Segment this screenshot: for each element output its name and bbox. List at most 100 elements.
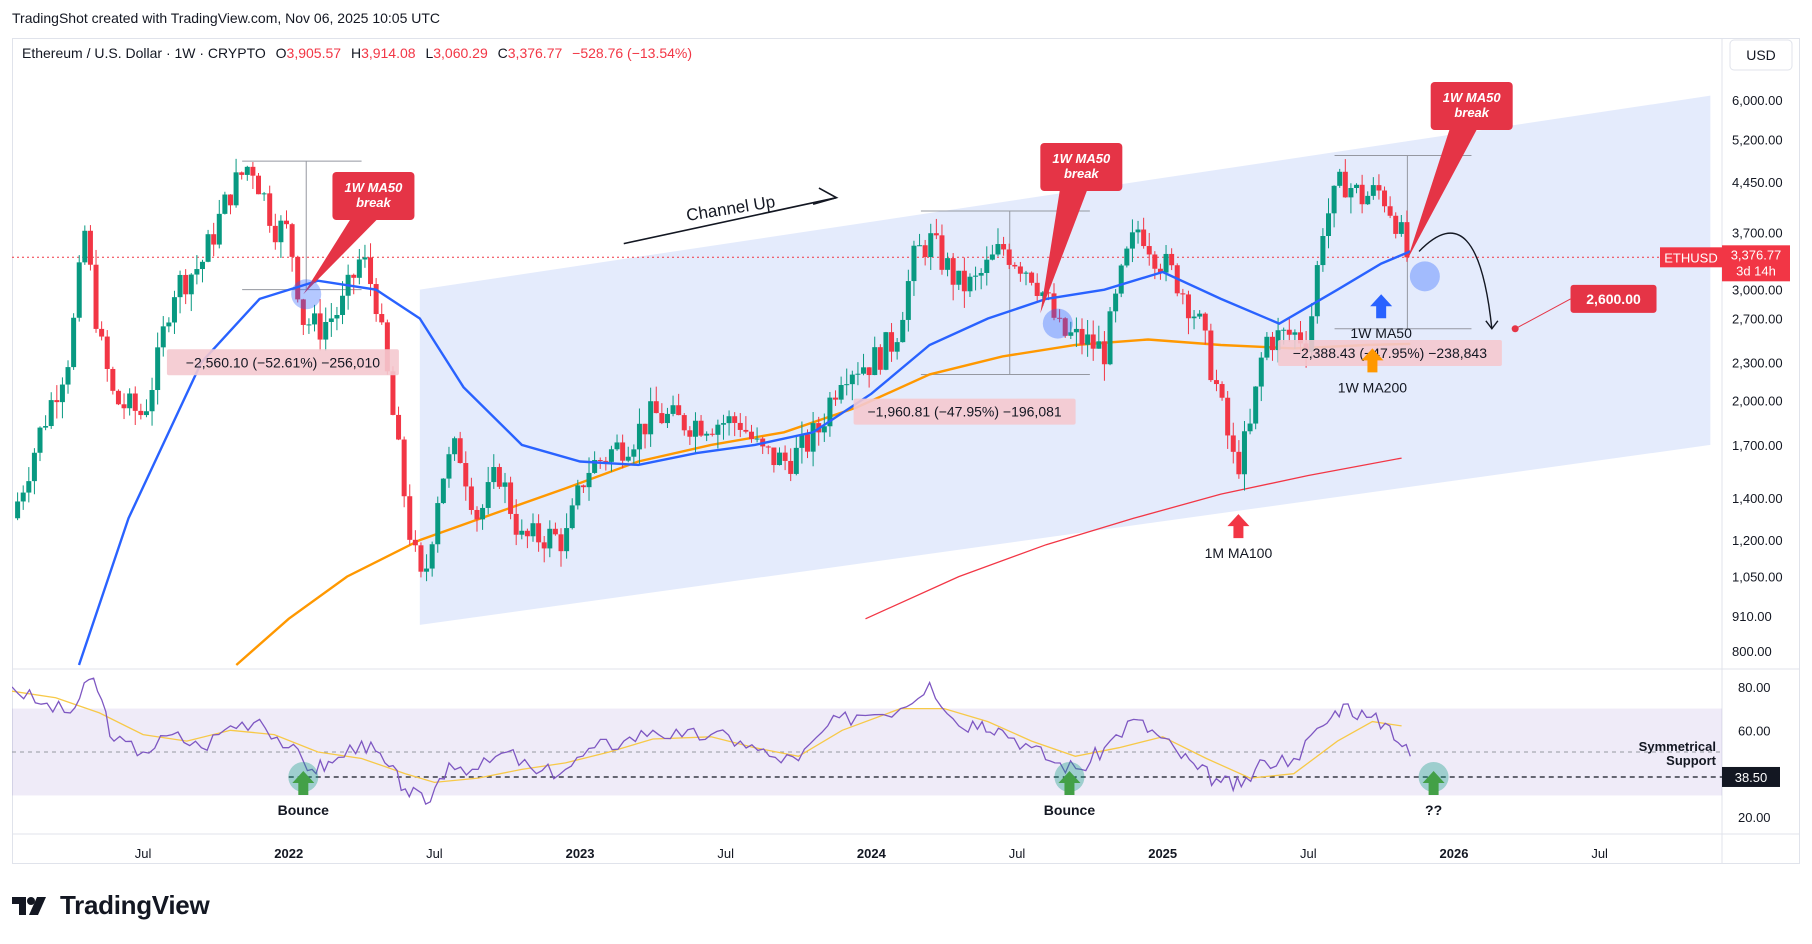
candle-body xyxy=(1225,397,1231,436)
candle xyxy=(659,403,665,425)
candle-body xyxy=(1258,357,1264,387)
candle xyxy=(636,408,642,465)
candle xyxy=(65,360,71,394)
candle-body xyxy=(900,319,906,343)
candle-body xyxy=(1135,229,1141,233)
candle xyxy=(429,541,435,577)
candle-body xyxy=(48,400,54,427)
candle-body xyxy=(1191,316,1197,319)
candle-body xyxy=(995,244,1001,255)
candle xyxy=(104,330,110,382)
candle xyxy=(272,213,278,250)
candle xyxy=(748,424,754,443)
candle xyxy=(614,434,620,451)
candle xyxy=(978,268,984,290)
candle xyxy=(351,273,357,295)
candle-body xyxy=(1152,254,1158,269)
candle xyxy=(1264,332,1270,361)
candle-body xyxy=(631,449,637,457)
candle xyxy=(1017,261,1023,282)
candle-body xyxy=(138,410,144,416)
candle xyxy=(59,377,65,419)
price-tick-label: 1,400.00 xyxy=(1732,491,1783,506)
candle-body xyxy=(1107,311,1113,365)
candle-body xyxy=(199,261,205,270)
candle-body xyxy=(541,542,547,549)
candle xyxy=(1113,289,1119,323)
candle-body xyxy=(821,426,827,433)
time-tick-label: 2023 xyxy=(566,846,595,861)
candle xyxy=(625,446,631,463)
candle-body xyxy=(1085,334,1091,345)
candle xyxy=(412,530,418,552)
candle-body xyxy=(1331,185,1337,214)
candle xyxy=(1365,191,1371,205)
candle xyxy=(1314,260,1320,324)
candle-body xyxy=(883,332,889,370)
candle xyxy=(48,392,54,429)
candle-body xyxy=(1382,190,1388,207)
candle-body xyxy=(1219,384,1225,398)
time-tick-label: Jul xyxy=(426,846,443,861)
break-callout-3-text: 1W MA50 xyxy=(1443,90,1502,105)
candle xyxy=(849,370,855,401)
candle xyxy=(692,412,698,453)
candle-body xyxy=(1370,185,1376,196)
candle-body xyxy=(1146,246,1152,255)
time-tick-label: Jul xyxy=(717,846,734,861)
candle-body xyxy=(211,234,217,245)
candle-body xyxy=(440,478,446,504)
candle-body xyxy=(1090,334,1096,349)
candle-body xyxy=(508,482,514,514)
candle xyxy=(155,332,161,405)
time-axis[interactable]: Jul 2022 Jul 2023 Jul 2024 Jul 2025 Jul 2026 Jul xyxy=(135,846,1608,861)
candle-body xyxy=(782,452,788,461)
candle-body xyxy=(1185,294,1191,319)
symbol-legend[interactable]: Ethereum / U.S. Dollar · 1W · CRYPTO O3,… xyxy=(22,45,692,61)
candle xyxy=(227,194,233,215)
candle xyxy=(317,299,323,351)
candle xyxy=(950,253,956,301)
candle-body xyxy=(754,438,760,440)
candle-body xyxy=(1006,249,1012,265)
candle-body xyxy=(272,225,278,243)
candle-body xyxy=(340,295,346,315)
candle-body xyxy=(457,438,463,464)
candle xyxy=(558,528,564,567)
ma50-label: 1W MA50 xyxy=(1350,325,1412,341)
candle xyxy=(496,463,502,489)
candle xyxy=(312,304,318,332)
candle-body xyxy=(244,166,250,175)
price-axis[interactable]: 6,000.00 5,200.00 4,450.00 3,700.00 3,000.00… xyxy=(1732,93,1783,659)
credit-line: TradingShot created with TradingView.com… xyxy=(12,10,441,26)
candle xyxy=(631,444,637,464)
candle xyxy=(1236,440,1242,479)
candle xyxy=(345,264,351,310)
candle xyxy=(1057,309,1063,323)
candle xyxy=(704,431,710,442)
measure-1-label-bg xyxy=(166,349,399,376)
candle xyxy=(872,336,878,376)
candle xyxy=(1096,325,1102,349)
candle-body xyxy=(93,264,99,329)
candle-body xyxy=(59,384,65,403)
candle-body xyxy=(216,213,222,245)
candle-body xyxy=(967,276,973,292)
candle-body xyxy=(608,449,614,462)
candle xyxy=(289,222,295,272)
currency-button[interactable] xyxy=(1729,39,1793,71)
candle-body xyxy=(418,545,424,572)
candle-body xyxy=(978,272,984,276)
candle-body xyxy=(973,275,979,277)
tradingview-logo[interactable]: TradingView xyxy=(12,890,210,921)
candle-body xyxy=(171,297,177,323)
candle xyxy=(995,228,1001,257)
candle xyxy=(989,244,995,261)
candle-body xyxy=(889,332,895,352)
candle-body xyxy=(872,347,878,376)
candle-body xyxy=(356,259,362,278)
candle-body xyxy=(480,507,486,520)
